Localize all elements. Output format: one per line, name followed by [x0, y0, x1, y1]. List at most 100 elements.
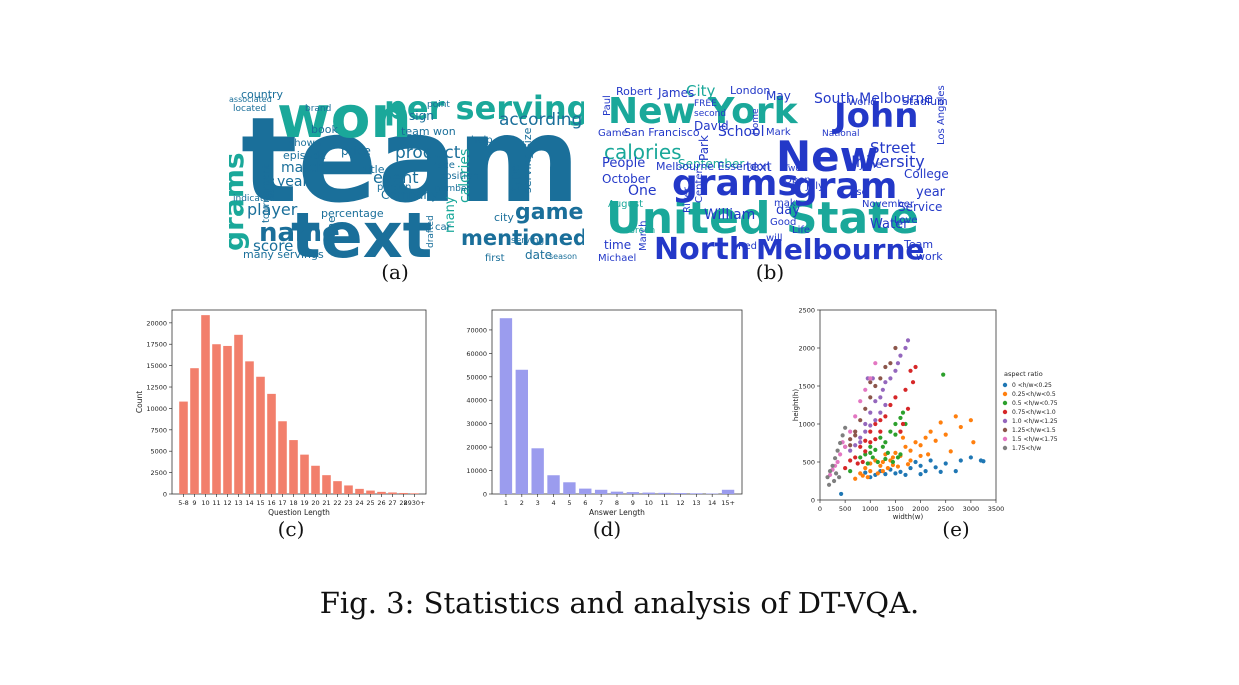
cloud-b-word-19: Service — [898, 200, 942, 214]
chart-d-xtick-label-9: 10 — [645, 499, 653, 507]
chart-e-point-4-5 — [873, 399, 878, 404]
chart-e-legend-marker-1 — [1002, 391, 1008, 397]
chart-c-xtick-label-11: 19 — [300, 499, 308, 507]
chart-e-xtick-label-5: 2500 — [937, 505, 954, 513]
chart-d-bar-4 — [563, 482, 576, 494]
chart-e-point-6-3 — [843, 444, 848, 449]
chart-e-ylabel: height(h) — [792, 389, 800, 421]
chart-e-point-2-13 — [885, 450, 890, 455]
cloud-a-word-12: event — [373, 168, 419, 187]
cloud-a-word-43: shown — [289, 138, 321, 149]
chart-e-point-5-2 — [853, 429, 858, 434]
chart-e-point-0-15 — [893, 471, 898, 476]
chart-e-legend-label-3: 0.75<h/w<1.0 — [1012, 409, 1056, 416]
chart-e-point-6-6 — [858, 399, 863, 404]
chart-c-bar-4 — [223, 345, 232, 494]
chart-e-point-3-13 — [910, 380, 916, 385]
chart-e-legend-label-2: 0.5 <h/w<0.75 — [1012, 400, 1058, 407]
chart-c-xtick-label-12: 20 — [311, 499, 319, 507]
cloud-b-word-42: November — [862, 199, 915, 210]
cloud-a-word-21: time — [325, 216, 338, 241]
chart-d-xtick-label-12: 13 — [692, 499, 700, 507]
cloud-b-word-43: July — [805, 181, 824, 192]
cloud-a-word-28: episode — [283, 149, 326, 162]
chart-e-point-1-5 — [878, 463, 883, 468]
chart-e-xtick-label-1: 500 — [839, 505, 851, 513]
chart-e-xlabel: width(w) — [893, 513, 924, 521]
chart-e-point-7-2 — [830, 463, 835, 468]
chart-e-point-7-4 — [835, 448, 840, 453]
chart-e-point-0-6 — [923, 469, 928, 474]
chart-e-point-1-14 — [923, 435, 928, 440]
chart-e-point-0-23 — [839, 491, 844, 497]
chart-e-point-1-33 — [971, 440, 976, 445]
cloud-b-word-62: FREE — [694, 99, 717, 109]
cloud-b-word-56: Center — [694, 168, 705, 203]
chart-d-xtick-label-8: 9 — [631, 499, 635, 507]
chart-e-point-1-23 — [890, 462, 896, 468]
cloud-b-word-47: make — [774, 198, 801, 209]
chart-e-point-2-3 — [868, 444, 873, 449]
chart-e-point-0-13 — [953, 469, 958, 474]
chart-d-bar-3 — [547, 475, 560, 494]
chart-c-xtick-label-14: 22 — [333, 499, 341, 507]
chart-c-bar-18 — [377, 491, 386, 494]
cloud-a-word-46: drafted — [426, 215, 436, 248]
cloud-b-word-60: Paul — [602, 95, 613, 116]
cloud-b-word-61: Game — [598, 128, 628, 139]
chart-e-point-3-17 — [863, 449, 868, 454]
chart-e-point-2-4 — [873, 447, 878, 452]
chart-e-point-2-10 — [900, 410, 906, 415]
cloud-b-word-44: June — [859, 160, 882, 171]
chart-e-point-6-11 — [835, 459, 840, 465]
cloud-b-word-21: London — [730, 84, 770, 97]
chart-d-xlabel: Answer Length — [589, 508, 645, 517]
cloud-a-word-34: tournament — [261, 164, 272, 223]
cloud-b-word-46: Melbourne Essendon — [656, 160, 770, 173]
chart-e-point-5-9 — [888, 361, 893, 366]
cloud-a-word-48: result — [267, 178, 276, 201]
chart-c-xtick-label-15: 23 — [344, 499, 352, 507]
cloud-b-word-26: text — [746, 160, 772, 175]
chart-c-xtick-label-16: 24 — [355, 499, 363, 507]
chart-e-point-4-9 — [888, 376, 893, 381]
chart-e-legend-marker-2 — [1002, 400, 1008, 406]
chart-e-point-2-17 — [865, 461, 870, 466]
cloud-a-word-23: date — [525, 248, 552, 262]
chart-e-point-1-28 — [860, 473, 865, 478]
chart-d-bar-14 — [721, 489, 735, 494]
chart-e-point-1-29 — [895, 464, 901, 469]
chart-e-point-4-17 — [873, 418, 878, 423]
cloud-b-word-14: William — [704, 207, 755, 223]
cloud-b-word-22: May — [766, 89, 791, 103]
chart-e-point-5-3 — [858, 418, 863, 423]
chart-e-point-2-1 — [858, 455, 863, 460]
chart-e-point-1-26 — [875, 471, 880, 476]
chart-e-point-1-38 — [880, 459, 885, 465]
chart-e-point-4-15 — [883, 402, 888, 408]
chart-e-point-1-15 — [928, 429, 933, 434]
cloud-b-word-38: Red — [738, 241, 757, 252]
cloud-a-word-5: name — [259, 218, 340, 248]
chart-e-point-2-16 — [870, 455, 875, 460]
chart-e-point-3-9 — [893, 395, 898, 400]
chart-e-legend-marker-7 — [1002, 445, 1008, 451]
chart-c-bar-21 — [410, 493, 419, 494]
chart-e-point-3-11 — [908, 368, 913, 373]
chart-e-legend-label-6: 1.5 <h/w<1.75 — [1012, 436, 1058, 443]
chart-e-ytick-label-1: 500 — [803, 459, 815, 467]
chart-e-point-3-16 — [898, 429, 903, 434]
chart-e-xtick-label-2: 1000 — [862, 505, 879, 513]
chart-e-point-3-6 — [878, 418, 883, 423]
chart-c-ytick-label-1: 2500 — [150, 469, 167, 477]
chart-d-bar-2 — [531, 448, 544, 494]
chart-d-xtick-label-7: 8 — [615, 499, 619, 507]
chart-c-bar-12 — [311, 465, 320, 494]
chart-c-xtick-label-10: 18 — [289, 499, 297, 507]
chart-c-xtick-label-20: 28 — [399, 499, 407, 507]
chart-e-point-0-7 — [933, 465, 938, 470]
cloud-a-word-47: serving — [511, 236, 544, 246]
chart-c-bar-3 — [212, 344, 221, 494]
chart-e-point-4-16 — [878, 410, 883, 415]
cloud-a-word-10: year — [277, 174, 308, 190]
